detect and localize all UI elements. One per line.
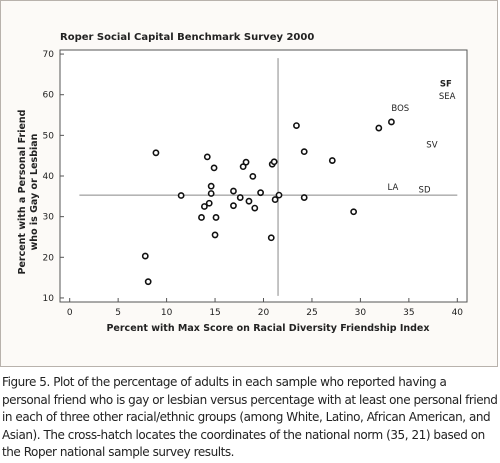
- annotation-label: SF: [440, 80, 452, 90]
- y-tick-label: 10: [43, 294, 55, 304]
- plot-frame: [59, 49, 468, 303]
- data-point: [207, 182, 215, 190]
- scatter-plot: 0 5 10 15 20 25 30 35 40 10 20 30 40 50 60 70 SF SEA BOS…: [43, 49, 468, 318]
- data-point: [245, 197, 253, 205]
- annotation-label: SV: [426, 141, 437, 151]
- data-point: [249, 173, 257, 180]
- data-point: [200, 203, 208, 210]
- x-axis-ticks: 0 5 10 15 20 25 30 35 40: [67, 298, 463, 318]
- data-point: [198, 214, 205, 221]
- data-point: [210, 164, 218, 172]
- annotation-label: BOS: [391, 104, 409, 114]
- data-point: [251, 204, 259, 212]
- data-point: [270, 158, 278, 166]
- annotation-label: SEA: [439, 92, 456, 102]
- data-point: [144, 278, 152, 286]
- data-point: [207, 190, 215, 197]
- data-point: [257, 189, 264, 197]
- chart-title: Roper Social Capital Benchmark Survey 20…: [60, 32, 315, 43]
- x-tick-label: 10: [161, 308, 173, 318]
- x-tick-label: 20: [258, 308, 270, 318]
- data-point: [141, 252, 149, 260]
- x-axis-label: Percent with Max Score on Racial Diversi…: [106, 323, 430, 334]
- x-tick-label: 35: [403, 308, 414, 318]
- y-tick-label: 50: [43, 131, 55, 141]
- data-point: [242, 158, 250, 166]
- x-tick-label: 15: [209, 308, 220, 318]
- data-point: [211, 231, 219, 239]
- data-point: [177, 192, 185, 199]
- data-points: [141, 118, 395, 286]
- annotation-label: SD: [419, 185, 431, 195]
- data-point: [271, 196, 279, 203]
- annotation-label: LA: [388, 183, 399, 193]
- y-tick-label: 60: [43, 91, 55, 101]
- data-point: [203, 153, 211, 161]
- data-point: [230, 202, 237, 210]
- data-point: [152, 149, 160, 157]
- data-point: [375, 124, 383, 132]
- data-point: [236, 194, 244, 201]
- y-tick-label: 40: [43, 172, 55, 182]
- figure-caption: Figure 5. Plot of the percentage of adul…: [2, 375, 498, 459]
- city-annotations: SF SEA BOS SV LA SD: [388, 80, 456, 196]
- data-point: [350, 208, 358, 216]
- data-point: [239, 163, 247, 171]
- data-point: [300, 194, 308, 201]
- y-axis-ticks: 10 20 30 40 50 60 70: [43, 50, 64, 304]
- data-point: [293, 122, 300, 129]
- y-tick-label: 30: [43, 213, 55, 223]
- x-tick-label: 0: [67, 308, 73, 318]
- data-point: [328, 157, 336, 164]
- reference-lines: [79, 58, 458, 296]
- data-point: [212, 214, 220, 221]
- data-point: [275, 191, 283, 199]
- data-point: [205, 199, 213, 207]
- data-point: [388, 118, 395, 126]
- data-point: [230, 187, 237, 195]
- x-tick-label: 30: [355, 308, 367, 318]
- x-tick-label: 5: [115, 308, 121, 318]
- x-tick-label: 25: [306, 308, 317, 318]
- y-tick-label: 70: [43, 50, 55, 60]
- y-tick-label: 20: [43, 253, 55, 263]
- data-point: [267, 234, 275, 242]
- data-point: [300, 148, 308, 156]
- x-tick-label: 40: [452, 308, 464, 318]
